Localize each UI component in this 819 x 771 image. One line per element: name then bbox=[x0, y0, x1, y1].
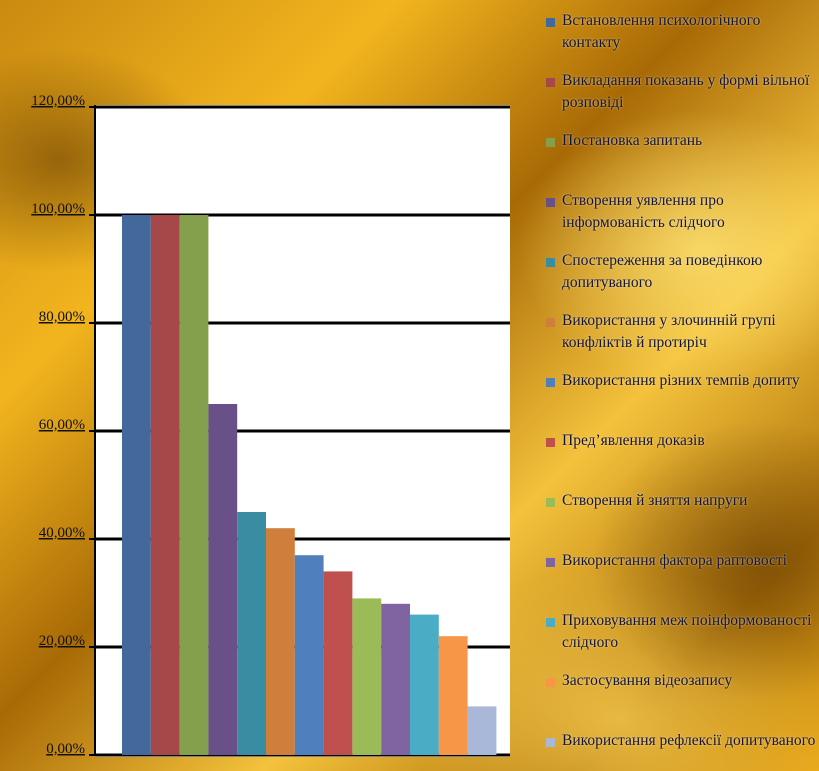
bar bbox=[410, 614, 439, 755]
bar bbox=[294, 555, 324, 755]
y-tick-label: 40,00% bbox=[39, 525, 85, 541]
legend-label: Постановка запитань bbox=[562, 132, 703, 149]
legend-swatch bbox=[546, 378, 555, 387]
y-tick-label: 20,00% bbox=[39, 633, 85, 649]
legend-label: Приховування меж поінформованості слідчо… bbox=[562, 612, 812, 651]
legend-swatch bbox=[546, 138, 555, 147]
legend-swatch bbox=[546, 258, 555, 267]
bar bbox=[237, 512, 266, 755]
legend-label: Викладання показань у формі вільної розп… bbox=[562, 72, 810, 111]
legend-swatch bbox=[546, 438, 555, 447]
bar bbox=[438, 636, 468, 755]
bar bbox=[266, 528, 295, 755]
legend-swatch bbox=[546, 558, 555, 567]
bar bbox=[352, 598, 382, 755]
legend-swatch bbox=[546, 198, 555, 207]
legend-label: Застосування відеозапису bbox=[562, 672, 733, 689]
legend-swatch bbox=[546, 318, 555, 327]
legend-label: Використання фактора раптовості bbox=[562, 552, 787, 569]
legend-label: Пред’явлення доказів bbox=[562, 432, 705, 449]
bar bbox=[179, 215, 209, 755]
y-tick-label: 60,00% bbox=[39, 417, 85, 433]
legend-swatch bbox=[546, 618, 555, 627]
legend-label: Спостереження за поведінкою допитуваного bbox=[562, 252, 763, 291]
bar bbox=[323, 571, 353, 755]
bar bbox=[208, 404, 238, 755]
bar bbox=[381, 603, 410, 755]
y-tick-label: 100,00% bbox=[31, 201, 85, 217]
legend-label: Використання рефлексії допитуваного bbox=[562, 732, 816, 749]
y-tick-label: 80,00% bbox=[39, 309, 85, 325]
legend-swatch bbox=[546, 678, 555, 687]
legend-swatch bbox=[546, 78, 555, 87]
legend-label: Встановлення психологічного контакту bbox=[562, 12, 761, 51]
legend-label: Створення й зняття напруги bbox=[562, 492, 748, 509]
legend-label: Створення уявлення про інформованість сл… bbox=[562, 192, 725, 231]
legend-swatch bbox=[546, 18, 555, 27]
legend-swatch bbox=[546, 498, 555, 507]
legend-swatch bbox=[546, 738, 555, 747]
y-tick-label: 0,00% bbox=[46, 741, 85, 757]
y-tick-label: 120,00% bbox=[31, 93, 85, 109]
legend-label: Використання у злочинній групі конфлікті… bbox=[562, 312, 776, 351]
legend-label: Використання різних темпів допиту bbox=[562, 372, 800, 389]
bar bbox=[150, 215, 180, 755]
bar bbox=[467, 706, 497, 755]
bar bbox=[122, 215, 151, 755]
